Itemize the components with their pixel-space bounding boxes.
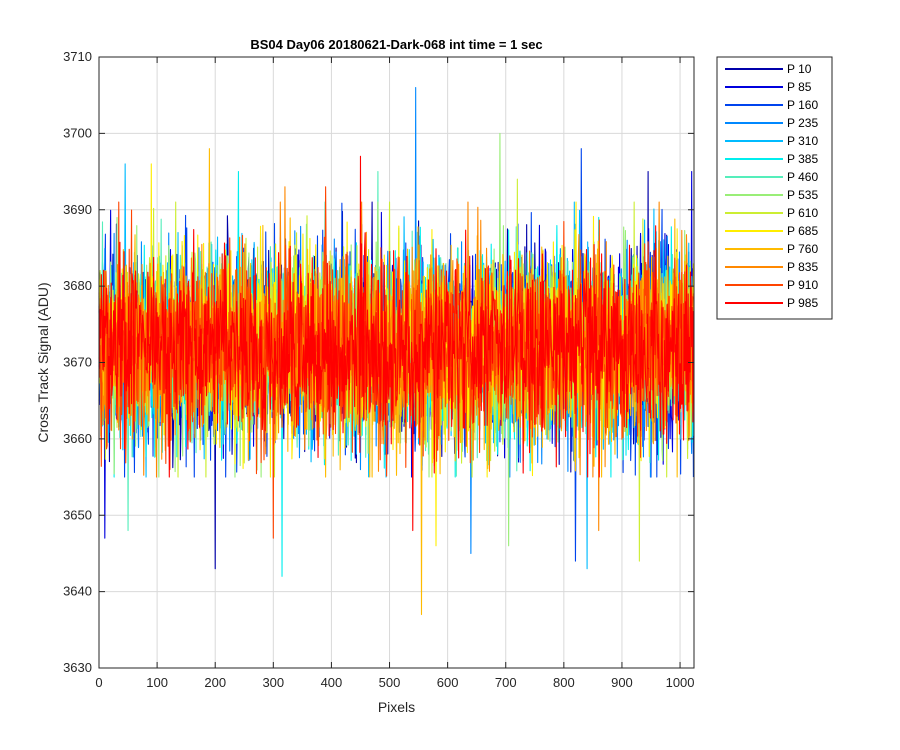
legend-entry: P 685 bbox=[787, 224, 818, 238]
legend-entry: P 460 bbox=[787, 170, 818, 184]
chart: 0 100 200 300 400 500 600 700 800 900 1000 3630 3640… bbox=[0, 0, 900, 750]
x-tick-label: 300 bbox=[262, 675, 284, 690]
legend-entry: P 85 bbox=[787, 80, 812, 94]
y-tick-label: 3640 bbox=[63, 584, 92, 599]
x-tick-label: 100 bbox=[146, 675, 168, 690]
y-tick-label: 3700 bbox=[63, 125, 92, 140]
x-tick-label: 1000 bbox=[666, 675, 695, 690]
legend-entry: P 310 bbox=[787, 134, 818, 148]
x-tick-label: 400 bbox=[321, 675, 343, 690]
legend-entry: P 535 bbox=[787, 188, 818, 202]
legend-entry: P 385 bbox=[787, 152, 818, 166]
x-tick-label: 0 bbox=[95, 675, 102, 690]
y-tick-label: 3670 bbox=[63, 355, 92, 370]
y-axis-label: Cross Track Signal (ADU) bbox=[35, 282, 51, 442]
x-tick-label: 500 bbox=[379, 675, 401, 690]
y-tick-label: 3630 bbox=[63, 660, 92, 675]
y-tick-label: 3710 bbox=[63, 49, 92, 64]
x-axis-label: Pixels bbox=[378, 699, 415, 715]
x-tick-label: 600 bbox=[437, 675, 459, 690]
legend: P 10 P 85 P 160 P 235 P 310 P 385 P 460 P 535 P … bbox=[717, 57, 832, 319]
x-tick-label: 200 bbox=[204, 675, 226, 690]
y-tick-label: 3690 bbox=[63, 202, 92, 217]
legend-entry: P 835 bbox=[787, 260, 818, 274]
legend-entry: P 610 bbox=[787, 206, 818, 220]
legend-entry: P 910 bbox=[787, 278, 818, 292]
y-tick-label: 3680 bbox=[63, 278, 92, 293]
legend-entry: P 985 bbox=[787, 296, 818, 310]
chart-title: BS04 Day06 20180621-Dark-068 int time = … bbox=[250, 37, 542, 52]
y-tick-label: 3650 bbox=[63, 507, 92, 522]
legend-entry: P 235 bbox=[787, 116, 818, 130]
legend-entry: P 760 bbox=[787, 242, 818, 256]
x-tick-label: 700 bbox=[495, 675, 517, 690]
x-tick-label: 900 bbox=[611, 675, 633, 690]
y-tick-label: 3660 bbox=[63, 431, 92, 446]
legend-entry: P 10 bbox=[787, 62, 812, 76]
x-tick-label: 800 bbox=[553, 675, 575, 690]
legend-entry: P 160 bbox=[787, 98, 818, 112]
